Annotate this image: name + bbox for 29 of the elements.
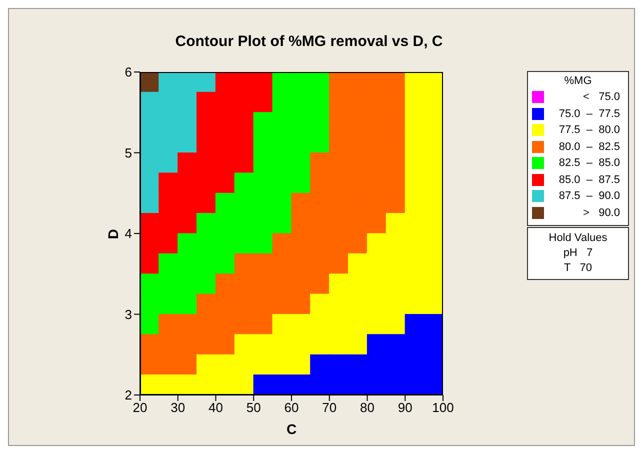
text: Hold Values [548, 231, 608, 246]
color-bar-label: 87.5 – 90.0 [558, 190, 621, 202]
color-bar-title: %MG [563, 75, 593, 87]
text: T 70 [563, 261, 593, 276]
x-axis-title: C [285, 421, 298, 437]
x-tick-label: 70 [322, 400, 337, 416]
x-tick-label: 80 [360, 400, 374, 416]
color-bar-label: > 90.0 [582, 206, 621, 219]
y-axis-title: D [105, 227, 122, 241]
color-bar-label: 85.0 – 87.5 [558, 174, 621, 186]
x-tick-label: 20 [132, 400, 148, 416]
color-bar-label: 80.0 – 82.5 [558, 140, 621, 153]
x-tick-label: 30 [170, 400, 186, 416]
color-bar-label: 77.5 – 80.0 [558, 124, 621, 136]
color-bar-label: 75.0 – 77.5 [558, 108, 621, 120]
y-tick-label: 3 [124, 306, 132, 322]
y-tick-label: 6 [124, 64, 132, 80]
x-tick-label: 90 [398, 400, 412, 416]
x-tick-label: 40 [208, 400, 223, 416]
x-tick-label: 60 [284, 400, 299, 416]
x-tick-label: 100 [432, 400, 454, 416]
text: pH 7 [562, 246, 594, 261]
color-bar-label: < 75.0 [582, 91, 621, 104]
y-tick-label: 2 [124, 388, 132, 403]
chart-title: Contour Plot of %MG removal vs D, C [174, 33, 444, 50]
color-bar-label: 82.5 – 85.0 [558, 157, 621, 170]
x-tick-label: 50 [246, 400, 261, 416]
y-tick-label: 4 [124, 226, 132, 242]
y-tick-label: 5 [124, 145, 132, 160]
